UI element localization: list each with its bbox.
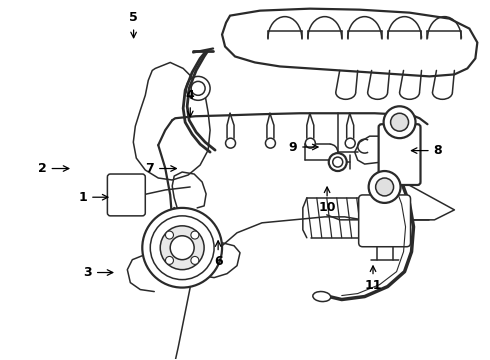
FancyBboxPatch shape: [379, 124, 420, 185]
Circle shape: [225, 138, 236, 148]
Text: 5: 5: [129, 12, 138, 38]
Text: 1: 1: [78, 191, 108, 204]
Text: 2: 2: [38, 162, 69, 175]
Circle shape: [150, 216, 214, 280]
Circle shape: [142, 208, 222, 288]
Circle shape: [266, 138, 275, 148]
Circle shape: [376, 178, 393, 196]
FancyBboxPatch shape: [107, 174, 145, 216]
Circle shape: [391, 113, 409, 131]
Circle shape: [305, 138, 315, 148]
Text: 11: 11: [364, 266, 382, 292]
Text: 4: 4: [186, 89, 195, 117]
Circle shape: [166, 256, 173, 264]
Circle shape: [160, 226, 204, 270]
Circle shape: [333, 157, 343, 167]
Circle shape: [368, 171, 400, 203]
Circle shape: [186, 76, 210, 100]
Text: 10: 10: [318, 187, 336, 215]
Circle shape: [191, 81, 205, 95]
Circle shape: [191, 256, 199, 264]
Circle shape: [385, 138, 395, 148]
Text: 9: 9: [289, 140, 318, 153]
Ellipse shape: [313, 292, 331, 302]
Polygon shape: [222, 9, 477, 76]
Text: 8: 8: [412, 144, 442, 157]
Circle shape: [191, 231, 199, 239]
Polygon shape: [133, 62, 210, 180]
Circle shape: [345, 138, 355, 148]
Circle shape: [384, 106, 416, 138]
Circle shape: [170, 236, 194, 260]
Text: 3: 3: [83, 266, 113, 279]
Circle shape: [166, 231, 173, 239]
FancyBboxPatch shape: [359, 195, 411, 247]
Text: 6: 6: [214, 241, 222, 268]
Circle shape: [329, 153, 347, 171]
Text: 7: 7: [146, 162, 176, 175]
